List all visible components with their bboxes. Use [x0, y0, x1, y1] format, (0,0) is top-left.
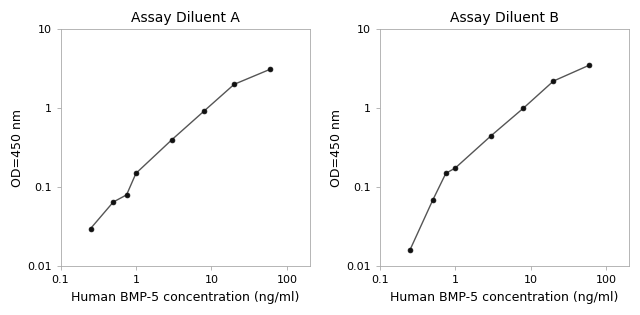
- Y-axis label: OD=450 nm: OD=450 nm: [330, 109, 344, 187]
- Title: Assay Diluent A: Assay Diluent A: [131, 11, 239, 25]
- X-axis label: Human BMP-5 concentration (ng/ml): Human BMP-5 concentration (ng/ml): [71, 291, 300, 304]
- X-axis label: Human BMP-5 concentration (ng/ml): Human BMP-5 concentration (ng/ml): [390, 291, 618, 304]
- Title: Assay Diluent B: Assay Diluent B: [450, 11, 559, 25]
- Y-axis label: OD=450 nm: OD=450 nm: [11, 109, 24, 187]
